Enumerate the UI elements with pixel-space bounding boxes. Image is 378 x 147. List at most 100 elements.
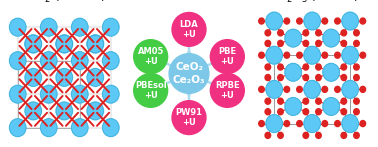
Circle shape <box>335 121 340 127</box>
Circle shape <box>316 30 321 36</box>
Circle shape <box>316 109 321 115</box>
Circle shape <box>278 40 283 46</box>
Circle shape <box>322 86 328 92</box>
Text: CeO$_2$ (F$m$-3$m$): CeO$_2$ (F$m$-3$m$) <box>20 0 106 5</box>
Circle shape <box>354 40 359 46</box>
Circle shape <box>341 132 347 138</box>
Circle shape <box>354 30 359 36</box>
Circle shape <box>278 75 283 81</box>
Circle shape <box>323 63 339 81</box>
Circle shape <box>102 119 119 137</box>
Circle shape <box>304 81 321 98</box>
Circle shape <box>172 101 206 135</box>
Circle shape <box>71 119 88 137</box>
Circle shape <box>265 30 271 36</box>
Circle shape <box>285 29 301 47</box>
Circle shape <box>278 64 283 70</box>
Circle shape <box>265 132 271 138</box>
Circle shape <box>87 35 104 53</box>
Circle shape <box>9 85 26 103</box>
Circle shape <box>341 40 347 46</box>
Circle shape <box>102 18 119 36</box>
Circle shape <box>278 30 283 36</box>
Text: PBEsol
+U: PBEsol +U <box>135 81 167 100</box>
Circle shape <box>322 18 328 24</box>
Circle shape <box>284 86 290 92</box>
Circle shape <box>342 46 358 64</box>
Circle shape <box>304 46 321 64</box>
Circle shape <box>360 86 366 92</box>
Circle shape <box>303 132 308 138</box>
Circle shape <box>297 18 302 24</box>
Circle shape <box>278 98 283 104</box>
Circle shape <box>25 69 42 86</box>
Circle shape <box>335 86 340 92</box>
Circle shape <box>211 74 244 107</box>
Circle shape <box>322 121 328 127</box>
Circle shape <box>172 12 206 46</box>
Circle shape <box>25 35 42 53</box>
Circle shape <box>134 40 167 74</box>
Circle shape <box>40 52 57 70</box>
Circle shape <box>316 64 321 70</box>
Circle shape <box>87 35 104 53</box>
Circle shape <box>323 29 339 47</box>
Circle shape <box>266 115 282 132</box>
Circle shape <box>304 115 321 132</box>
Circle shape <box>342 115 358 132</box>
Circle shape <box>87 69 104 86</box>
Circle shape <box>316 75 321 81</box>
Circle shape <box>360 121 366 127</box>
Circle shape <box>278 132 283 138</box>
Circle shape <box>341 64 347 70</box>
Circle shape <box>265 109 271 115</box>
Circle shape <box>342 12 358 30</box>
Circle shape <box>259 18 264 24</box>
Circle shape <box>303 40 308 46</box>
Circle shape <box>303 64 308 70</box>
Circle shape <box>56 35 73 53</box>
Circle shape <box>266 46 282 64</box>
Circle shape <box>316 40 321 46</box>
Circle shape <box>266 81 282 98</box>
Circle shape <box>265 75 271 81</box>
Circle shape <box>102 85 119 103</box>
Circle shape <box>265 40 271 46</box>
Circle shape <box>297 86 302 92</box>
Circle shape <box>341 98 347 104</box>
Circle shape <box>316 132 321 138</box>
Circle shape <box>354 64 359 70</box>
Circle shape <box>9 119 26 137</box>
Circle shape <box>87 102 104 120</box>
Circle shape <box>278 109 283 115</box>
Circle shape <box>285 63 301 81</box>
Text: LDA
+U: LDA +U <box>180 20 198 39</box>
Circle shape <box>40 85 57 103</box>
Circle shape <box>354 75 359 81</box>
Circle shape <box>9 52 26 70</box>
Circle shape <box>56 69 73 86</box>
Circle shape <box>360 52 366 58</box>
Circle shape <box>297 121 302 127</box>
Circle shape <box>284 52 290 58</box>
Text: PW91
+U: PW91 +U <box>175 108 203 127</box>
Circle shape <box>266 12 282 30</box>
Circle shape <box>341 109 347 115</box>
Circle shape <box>9 18 26 36</box>
Circle shape <box>40 18 57 36</box>
Circle shape <box>341 75 347 81</box>
Circle shape <box>25 102 42 120</box>
Circle shape <box>284 18 290 24</box>
Text: RPBE
+U: RPBE +U <box>215 81 240 100</box>
Circle shape <box>341 30 347 36</box>
Circle shape <box>71 52 88 70</box>
Circle shape <box>354 132 359 138</box>
Circle shape <box>134 74 167 107</box>
Circle shape <box>284 121 290 127</box>
Circle shape <box>303 109 308 115</box>
Circle shape <box>342 81 358 98</box>
Circle shape <box>259 121 264 127</box>
Circle shape <box>303 75 308 81</box>
Circle shape <box>360 18 366 24</box>
Text: Ce$_2$O$_3$ (P-3$m$1): Ce$_2$O$_3$ (P-3$m$1) <box>271 0 359 5</box>
